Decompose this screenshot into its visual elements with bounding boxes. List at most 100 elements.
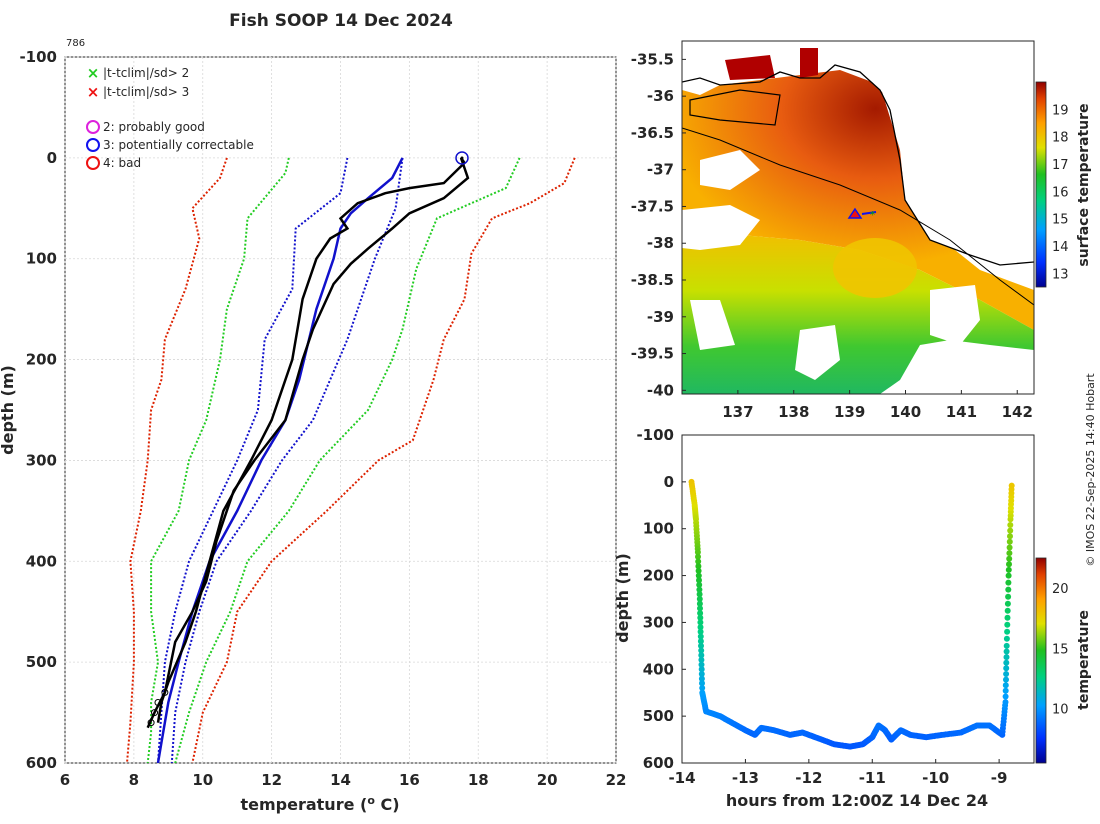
- map-x-ticks: 137 138 139 140 141 142: [722, 390, 1033, 421]
- credit-text: © IMOS 22-Sep-2025 14:40 Hobart: [1084, 373, 1097, 567]
- depth-time-point: [1003, 635, 1010, 642]
- depth-time-point: [697, 614, 704, 621]
- cloud-gap-5: [795, 325, 840, 380]
- profile-x-tick-label: 20: [537, 771, 558, 789]
- warm-eddy: [833, 238, 917, 298]
- depth-time-point: [697, 633, 704, 640]
- temperature-colorbar-tick-label: 15: [1052, 642, 1069, 657]
- depth-time-point: [1003, 648, 1010, 655]
- profile-bottom-marker: [154, 698, 162, 706]
- profile-x-tick-label: 10: [192, 771, 213, 789]
- profile-y-tick-label: 400: [26, 552, 57, 570]
- map-y-tick-label: -38.5: [631, 271, 674, 289]
- depth-time-point: [697, 624, 704, 631]
- depth-time-plot: -14 -13 -12 -11 -10 -9 -100 0 100 200 300 400 500 60…: [613, 426, 1092, 810]
- sst-colorbar-tick-label: 17: [1052, 158, 1069, 173]
- depth-time-point: [697, 638, 704, 645]
- legend-cross-icon: ×: [87, 64, 100, 82]
- depth-time-point: [697, 619, 704, 626]
- depth-time-point: [1003, 659, 1010, 666]
- depth-time-point: [695, 567, 702, 574]
- depth-time-point: [697, 610, 704, 617]
- depth-time-point: [698, 647, 705, 654]
- clim-mean-low-line: [157, 157, 349, 763]
- map-x-tick-label: 142: [1002, 403, 1033, 421]
- depth-time-point: [1007, 522, 1014, 528]
- depth-time-point: [1003, 671, 1010, 677]
- depth-time-point: [696, 586, 703, 593]
- depth-time-point: [695, 572, 702, 579]
- depth-time-point: [698, 671, 705, 677]
- sst-colorbar-tick-label: 13: [1052, 267, 1069, 282]
- profile-y-tick-label: 500: [26, 653, 57, 671]
- depth-time-point: [1004, 621, 1011, 628]
- legend-circle-icon: [86, 120, 100, 134]
- depth-time-y-tick-label: 300: [643, 613, 674, 631]
- sst-colorbar-label: surface temperature: [1076, 103, 1092, 266]
- profile-y-tick-label: 600: [26, 754, 57, 772]
- depth-time-point: [1005, 566, 1012, 573]
- clim-2sd-high-line: [174, 157, 521, 763]
- xbt-profile-b-line: [146, 157, 470, 729]
- depth-time-x-tick-label: -13: [732, 769, 759, 787]
- profile-bottom-marker: [151, 709, 159, 717]
- depth-time-y-tick-label: 100: [643, 520, 674, 538]
- profile-series: [126, 157, 576, 763]
- profile-x-ticks: 6 8 10 12 14 16 18 20 22: [60, 771, 627, 789]
- depth-time-point: [698, 656, 705, 663]
- clim-2sd-low-line: [146, 157, 290, 763]
- sst-map-image: *: [682, 41, 1034, 394]
- profile-bottom-marker: [161, 688, 169, 696]
- depth-time-point: [696, 591, 703, 598]
- profile-x-tick-label: 6: [60, 771, 70, 789]
- profile-gridlines: [64, 56, 617, 764]
- depth-time-x-tick-label: -9: [991, 769, 1008, 787]
- depth-time-point: [697, 605, 703, 612]
- star-marker-icon: *: [870, 210, 875, 221]
- map-y-tick-label: -39: [647, 308, 674, 326]
- map-x-tick-label: 140: [890, 403, 921, 421]
- depth-time-point: [1003, 676, 1009, 683]
- legend-label: 3: potentially correctable: [103, 138, 254, 152]
- depth-time-point: [1006, 544, 1013, 551]
- profile-y-tick-label: 300: [26, 451, 57, 469]
- temperature-colorbar-label: temperature: [1076, 610, 1092, 710]
- warm-water-region: [682, 70, 1034, 330]
- coastline: [682, 64, 1034, 266]
- legend-label: 2: probably good: [103, 120, 205, 134]
- clim-3sd-high-line: [191, 157, 576, 763]
- map-y-tick-label: -37: [647, 161, 674, 179]
- surface-marker-icon: [455, 151, 469, 165]
- profile-x-tick-label: 14: [330, 771, 351, 789]
- depth-time-y-tick-label: 600: [643, 754, 674, 772]
- depth-time-point: [695, 558, 702, 565]
- sst-colorbar: [1035, 81, 1047, 288]
- ship-track: [861, 211, 877, 215]
- depth-time-y-tick-label: 500: [643, 707, 674, 725]
- depth-time-point: [697, 628, 704, 635]
- depth-time-x-tick-label: -12: [795, 769, 822, 787]
- depth-time-point: [699, 685, 706, 691]
- depth-time-point: [698, 642, 704, 649]
- depth-time-y-label: depth (m): [613, 553, 632, 643]
- sst-colorbar-tick-label: 16: [1052, 185, 1069, 200]
- depth-time-points: [688, 478, 1015, 750]
- profile-legend: × |t-tclim|/sd> 2× |t-tclim|/sd> 3 2: proba…: [86, 64, 254, 170]
- map-x-tick-label: 139: [834, 403, 865, 421]
- temperature-colorbar-tick-label: 10: [1052, 703, 1069, 718]
- legend-circle-icon: [86, 156, 100, 170]
- profile-y-tick-label: -100: [19, 48, 57, 66]
- map-y-tick-label: -40: [647, 381, 674, 399]
- temperature-colorbar: [1035, 557, 1047, 764]
- cloud-gap-1: [700, 150, 760, 190]
- depth-time-y-ticks: -100 0 100 200 300 400 500 600: [636, 426, 686, 772]
- map-y-ticks: -35.5 -36 -36.5 -37 -37.5 -38 -38.5 -39 -39.5 -40: [631, 50, 686, 399]
- map-y-tick-label: -37.5: [631, 197, 674, 215]
- depth-time-point: [1002, 699, 1009, 706]
- legend-circle-icon: [86, 138, 100, 152]
- xbt-drop-marker-icon: [847, 207, 863, 219]
- temperature-profile-plot: 6 8 10 12 14 16 18 20 22 -100 0 100 200 300 400 500 600…: [0, 48, 626, 814]
- map-y-tick-label: -39.5: [631, 345, 674, 363]
- profile-y-label: depth (m): [0, 365, 17, 455]
